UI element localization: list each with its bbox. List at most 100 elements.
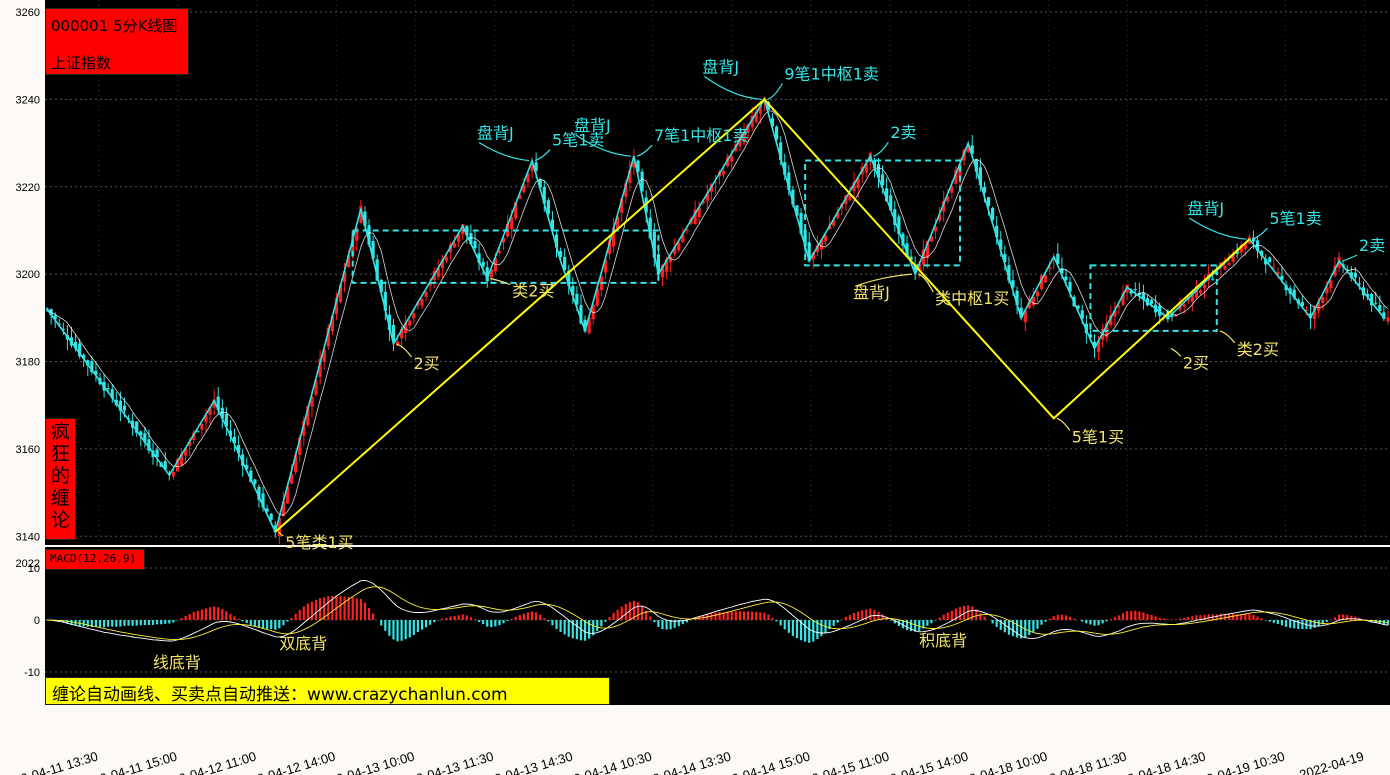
annotation-leader [277,531,284,537]
candle-body [791,189,795,205]
candle-body [1048,267,1052,269]
macd-axis-tick: 10 [28,563,40,575]
candle-body [1019,307,1023,318]
candle-body [45,308,49,310]
candle-body [746,124,750,133]
candle-body [1088,334,1093,338]
candle-body [469,233,473,245]
candle-body [754,111,758,122]
candle-body [1011,280,1015,288]
price-panel [45,0,1390,545]
candle-body [836,212,840,218]
candle-body [827,225,832,230]
candle-body [163,461,167,470]
candle-body [1292,289,1296,298]
annotation-leader [575,134,631,157]
annotation-leader [1252,227,1268,240]
candle-body [273,525,277,533]
signal-annotation: 5笔1卖 [1269,209,1321,228]
candle-body [522,184,526,193]
candle-body [1370,293,1374,306]
candle-body [1243,243,1247,249]
candle-body [314,379,318,395]
annotation-leader [1341,254,1358,262]
candle-body [1003,254,1007,263]
candle-body [1321,297,1325,303]
candle-body [656,254,661,275]
candle-body [713,181,718,183]
candle-body [73,341,78,349]
macd-divergence-label: 线底背 [153,653,201,672]
annotation-leader [1170,347,1182,357]
candle-body [876,164,881,178]
candle-body [1378,305,1382,311]
candle-body [880,174,885,186]
candle-body [143,433,147,443]
price-axis-tick: 3160 [16,444,40,456]
candle-body [807,242,811,262]
candle-body [1276,272,1280,275]
candle-body [571,286,575,296]
candle-body [632,157,636,168]
candle-body [367,225,371,245]
candle-body [933,226,938,232]
candle-body [1374,302,1378,304]
candle-body [705,193,709,201]
candle-body [697,207,701,218]
candle-body [90,361,94,373]
candle-body [1190,292,1194,302]
candle-body [554,234,559,248]
candle-body [363,211,367,226]
candle-body [1031,296,1035,306]
candle-body [212,399,216,408]
candle-body [1194,286,1199,298]
candle-body [620,198,624,214]
signal-annotation: 盘背J [574,116,611,135]
candle-body [192,432,196,441]
side-label-char: 狂 [50,443,70,465]
signal-annotation: 盘背J [477,124,514,143]
candle-body [481,261,485,267]
candle-body [925,240,930,259]
signal-annotation: 5笔1买 [1072,427,1124,446]
annotation-leader [873,141,889,157]
side-label-char: 疯 [50,421,70,443]
promo-banner[interactable]: 缠论自动画线、买卖点自动推送：www.crazychanlun.com [45,677,610,705]
chart-title-box: 000001 5分K线图 上证指数 [45,8,189,75]
candle-body [848,194,852,201]
watermark-side-label: 疯 狂 的 缠 论 [45,418,76,540]
candle-body [938,214,942,221]
candle-body [424,291,428,297]
candle-body [811,252,815,260]
candle-body [118,400,123,411]
candle-body [779,142,783,160]
candle-body [550,219,555,231]
candle-body [518,194,522,200]
signal-annotation: 2买 [413,354,439,373]
moving-average-line [46,110,1389,516]
signal-annotation: 2卖 [1359,236,1385,255]
candle-body [322,349,326,362]
candle-body [673,246,677,254]
candle-body [587,317,591,334]
candle-body [306,406,310,425]
candle-body [1007,265,1011,281]
candle-body [595,288,599,306]
candle-body [444,257,449,261]
candle-body [815,245,819,253]
candle-body [1035,291,1040,297]
price-axis-tick: 3260 [16,7,40,19]
candle-body [82,354,86,359]
candle-body [852,182,856,192]
candle-body [485,267,489,282]
annotation-leader [854,273,913,287]
candle-body [1027,301,1031,309]
candle-body [783,162,787,175]
signal-annotation: 2卖 [890,123,916,142]
candle-body [738,136,742,147]
candle-body [261,493,265,508]
candle-body [1304,309,1309,311]
price-axis-tick: 3140 [16,531,40,543]
candle-body [538,179,542,188]
